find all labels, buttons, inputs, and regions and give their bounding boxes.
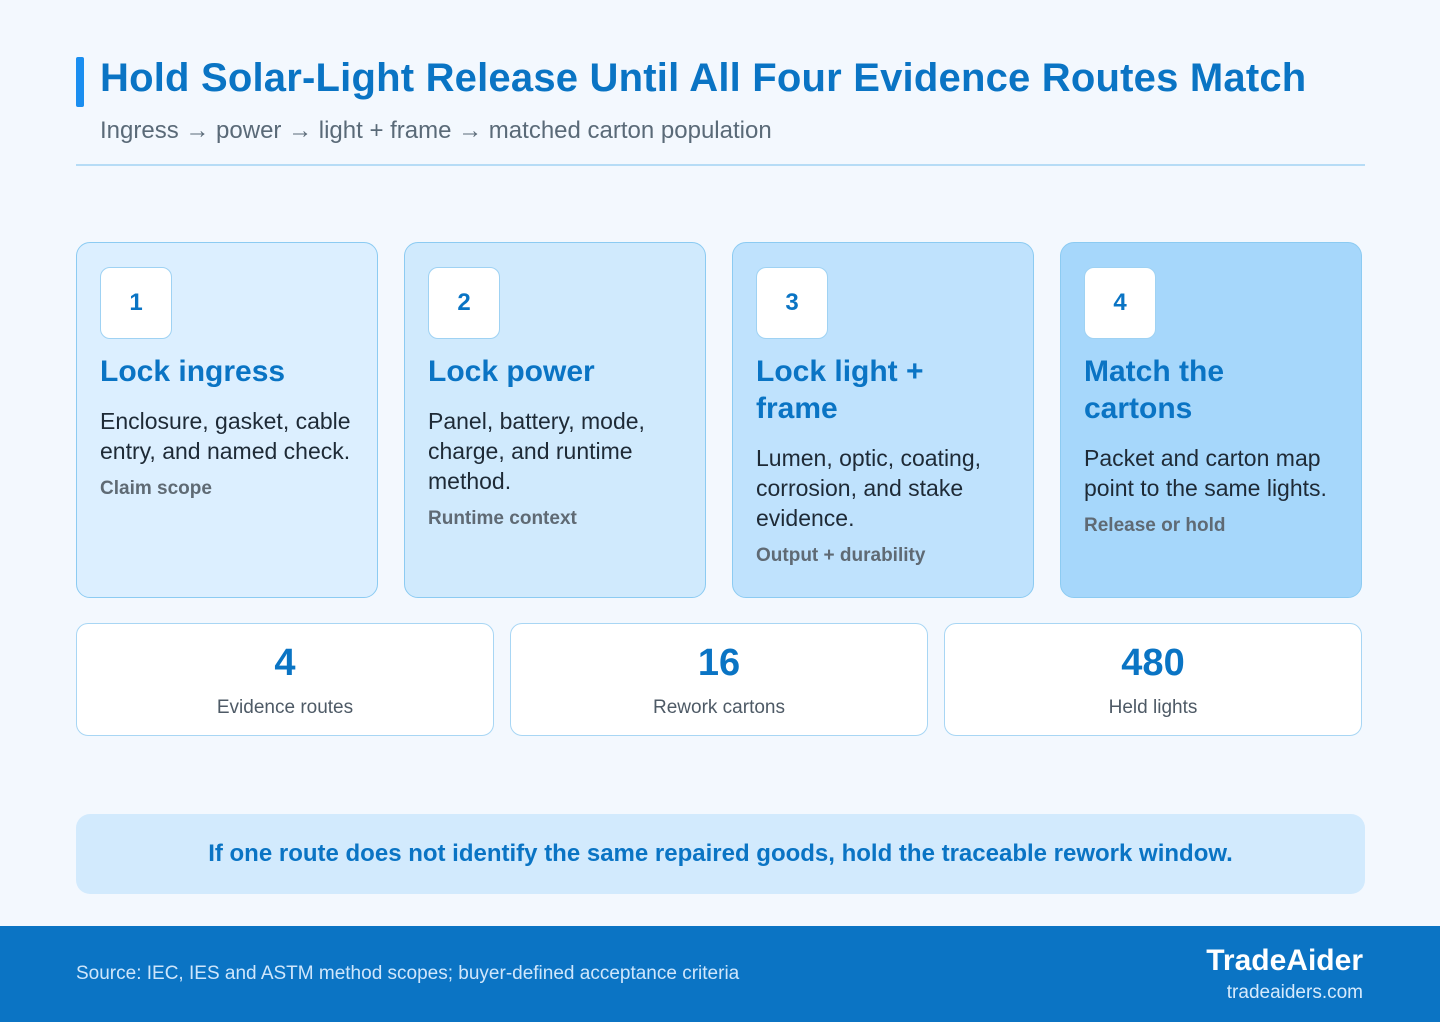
footer-bar: Source: IEC, IES and ASTM method scopes;… — [0, 926, 1440, 1022]
step-description: Lumen, optic, coating, corrosion, and st… — [756, 445, 982, 531]
step-title: Lock ingress — [100, 355, 286, 388]
stat-value: 480 — [1121, 642, 1185, 684]
page-title: Hold Solar-Light Release Until All Four … — [100, 56, 1307, 100]
stat-card-evidence-routes: 4 Evidence routes — [76, 623, 494, 736]
step-description: Panel, battery, mode, charge, and runtim… — [428, 408, 645, 494]
step-number-badge: 1 — [100, 267, 172, 339]
step-tag: Output + durability — [756, 545, 926, 566]
stat-card-held-lights: 480 Held lights — [944, 623, 1362, 736]
step-tag: Runtime context — [428, 508, 577, 529]
stat-value: 4 — [274, 642, 296, 684]
stat-label: Rework cartons — [653, 697, 785, 718]
step-title: Lock power — [428, 355, 595, 388]
step-number-badge: 4 — [1084, 267, 1156, 339]
page-subtitle: Ingress → power → light + frame → matche… — [100, 117, 772, 144]
brand-url: tradeaiders.com — [1226, 982, 1363, 1003]
stat-value: 16 — [697, 642, 741, 684]
step-card-lock-ingress: 1 Lock ingress Enclosure, gasket, cable … — [76, 242, 378, 598]
stat-card-rework-cartons: 16 Rework cartons — [510, 623, 928, 736]
brand-logo-text: TradeAider — [1206, 944, 1363, 977]
step-title: Lock light + frame — [756, 355, 924, 425]
step-description: Enclosure, gasket, cable entry, and name… — [100, 408, 351, 464]
step-card-match-cartons: 4 Match the cartons Packet and carton ma… — [1060, 242, 1362, 598]
step-description: Packet and carton map point to the same … — [1084, 445, 1327, 501]
step-tag: Release or hold — [1084, 515, 1226, 536]
step-tag: Claim scope — [100, 478, 212, 499]
step-card-lock-light-frame: 3 Lock light + frame Lumen, optic, coati… — [732, 242, 1034, 598]
step-number-badge: 3 — [756, 267, 828, 339]
hold-rule-callout: If one route does not identify the same … — [76, 814, 1365, 894]
step-title: Match the cartons — [1084, 355, 1225, 425]
stat-label: Evidence routes — [216, 697, 354, 718]
title-accent-bar — [76, 57, 84, 107]
step-card-lock-power: 2 Lock power Panel, battery, mode, charg… — [404, 242, 706, 598]
header-divider — [76, 164, 1365, 166]
stat-label: Held lights — [1108, 697, 1198, 718]
source-note: Source: IEC, IES and ASTM method scopes;… — [76, 963, 740, 984]
step-number-badge: 2 — [428, 267, 500, 339]
